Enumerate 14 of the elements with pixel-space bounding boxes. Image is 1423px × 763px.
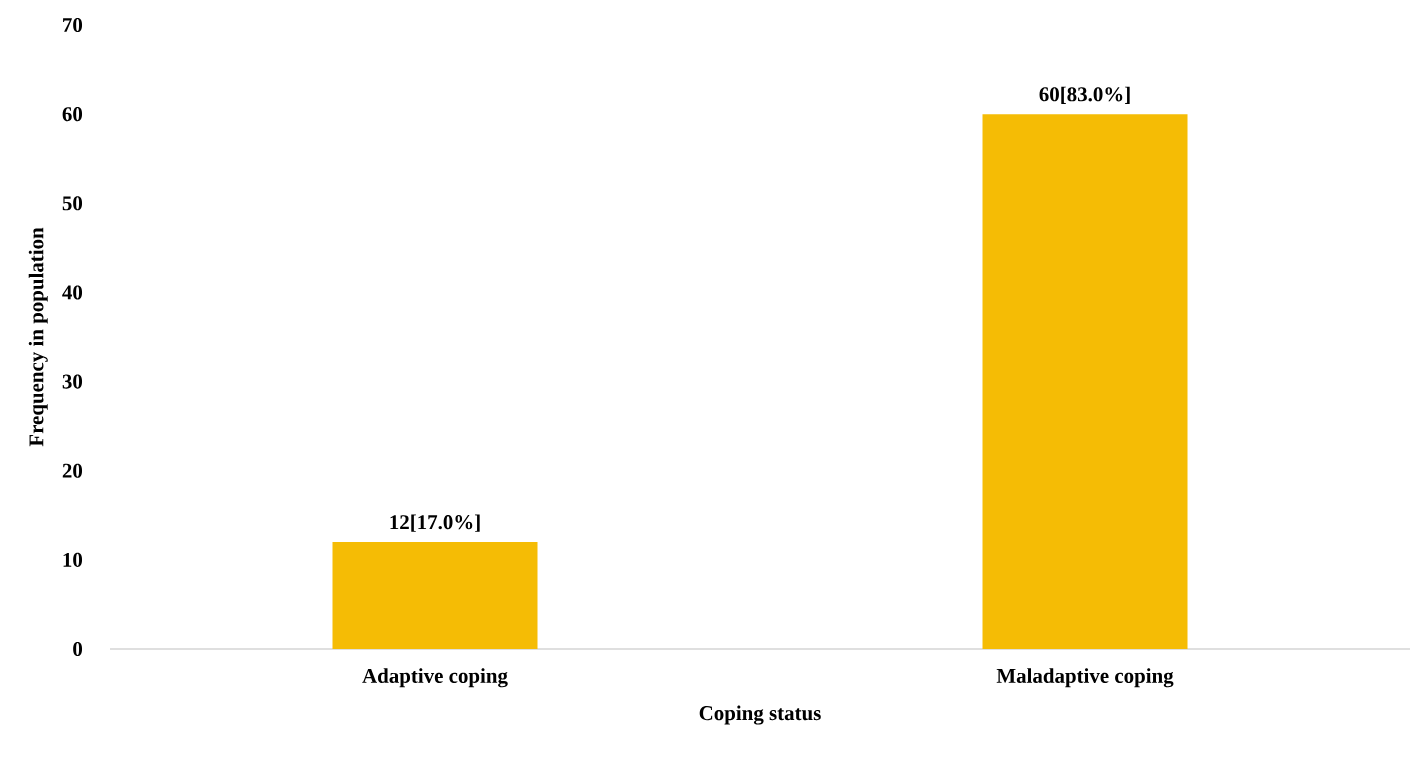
y-tick-label: 70 xyxy=(63,17,83,33)
x-tick-label: Adaptive coping xyxy=(362,668,508,688)
y-tick-label: 0 xyxy=(73,641,83,657)
y-tick-label: 60 xyxy=(62,107,83,122)
x-axis-title: Coping status xyxy=(699,705,821,725)
data-label: 12[17.0%] xyxy=(390,514,480,532)
data-label: 60[83.0%] xyxy=(1039,86,1130,104)
y-tick-label: 10 xyxy=(63,552,83,567)
y-tick-label: 50 xyxy=(62,196,83,211)
y-axis-title: Frequency in population xyxy=(28,227,48,447)
y-tick-label: 40 xyxy=(62,285,83,300)
y-tick-label: 30 xyxy=(62,374,83,389)
y-tick-label: 20 xyxy=(62,463,83,478)
x-tick-label: Maladaptive coping xyxy=(996,668,1174,688)
